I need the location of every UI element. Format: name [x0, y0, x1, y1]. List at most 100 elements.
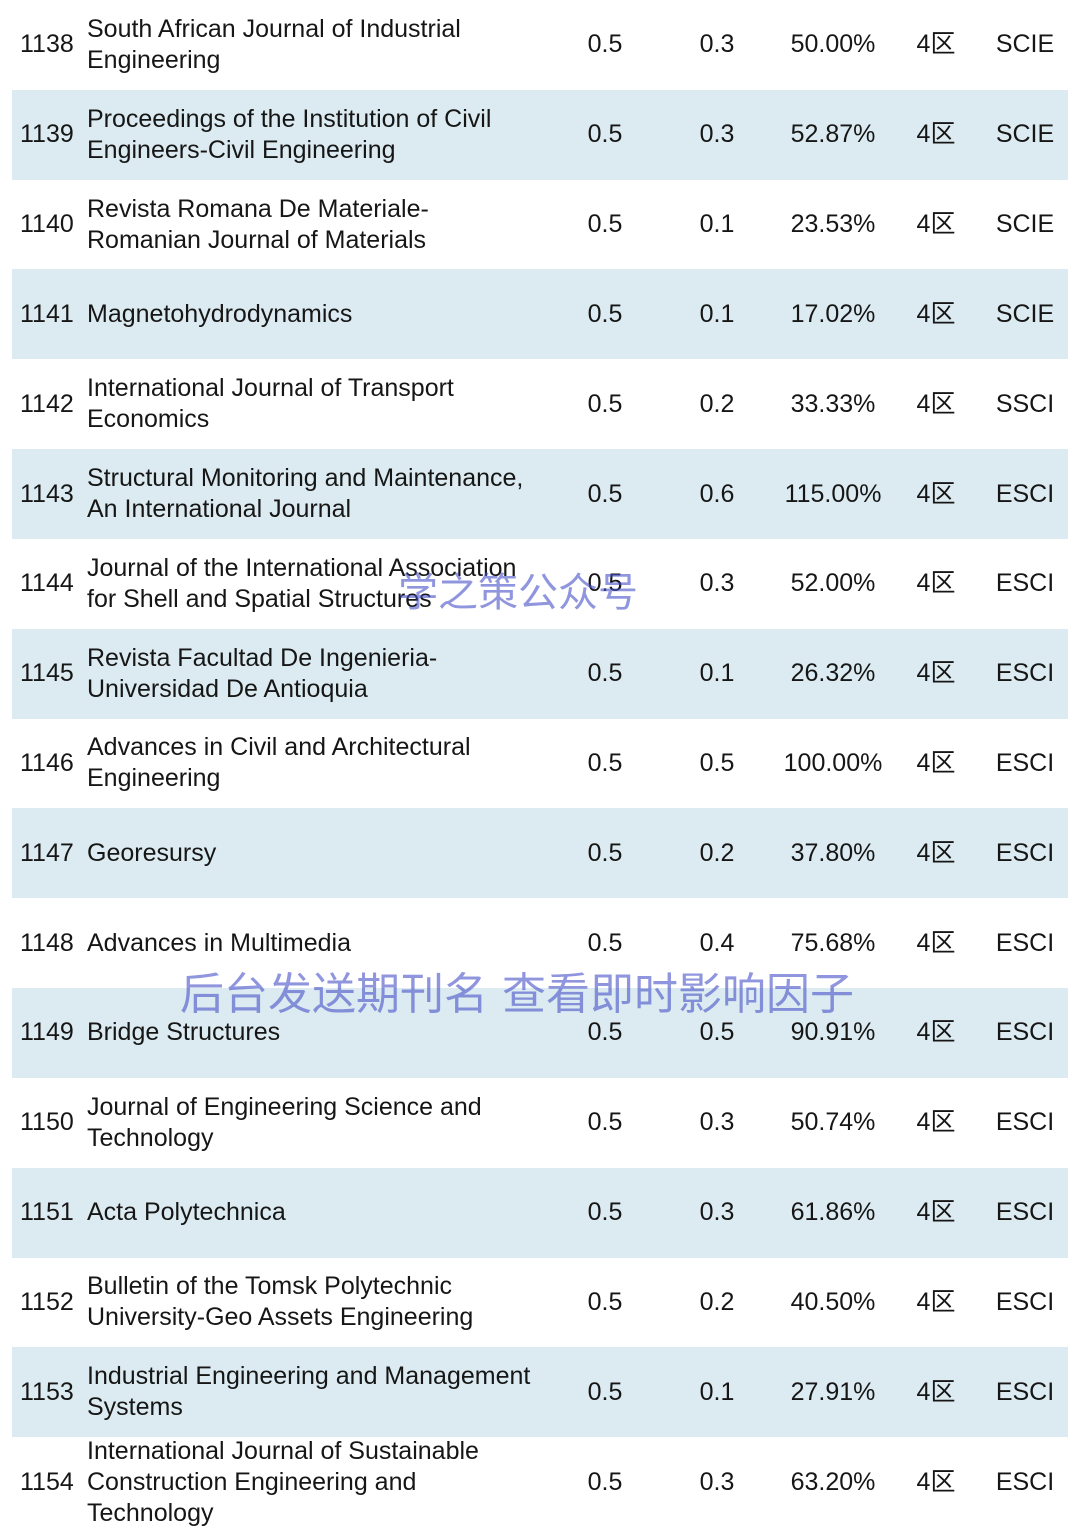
index-cell: SCIE — [995, 120, 1055, 149]
title-line: University-Geo Assets Engineering — [87, 1303, 474, 1332]
table-row: 1151 Acta Polytechnica 0.5 0.3 61.86% 4区 ESCI — [12, 1167, 1068, 1258]
watermark: 学之策公众号 — [398, 570, 638, 616]
title-line: Magnetohydrodynamics — [87, 299, 353, 328]
title-cell: Georesursy — [87, 808, 216, 898]
value-cell: 0.5 — [587, 659, 623, 688]
title-line: Advances in Multimedia — [87, 928, 352, 957]
value-cell: 0.2 — [699, 1287, 735, 1316]
title-line: Proceedings of the Institution of Civil — [87, 104, 492, 133]
index-cell: ESCI — [995, 1198, 1055, 1227]
percent-cell: 40.50% — [790, 1287, 876, 1316]
title-cell: Revista Facultad De Ingenieria- Universid… — [87, 629, 437, 719]
title-line: Romanian Journal of Materials — [87, 225, 427, 254]
rank-cell: 1153 — [20, 1377, 74, 1406]
title-line: Technology — [87, 1498, 214, 1527]
index-cell: ESCI — [995, 748, 1055, 777]
table-row: 1143 Structural Monitoring and Maintenanc… — [12, 449, 1068, 539]
percent-cell: 63.20% — [790, 1467, 876, 1496]
rank-cell: 1140 — [20, 210, 74, 239]
rank-cell: 1151 — [20, 1198, 74, 1227]
percent-cell: 52.00% — [790, 569, 876, 598]
rank-cell: 1149 — [20, 1018, 74, 1047]
title-line: Economics — [87, 405, 210, 434]
rank-cell: 1152 — [20, 1287, 74, 1316]
value-cell: 0.5 — [587, 479, 623, 508]
title-line: Bulletin of the Tomsk Polytechnic — [87, 1272, 453, 1301]
table-row: 1138 South African Journal of Industrial E… — [12, 0, 1068, 90]
title-line: Journal of the International Association — [87, 553, 517, 582]
value-cell: 0.5 — [587, 928, 623, 957]
index-cell: SCIE — [995, 30, 1055, 59]
index-cell: ESCI — [995, 569, 1055, 598]
title-cell: International Journal of Transport Econom… — [87, 359, 454, 449]
watermark: 后台发送期刊名 查看即时影响因子 — [180, 969, 854, 1020]
index-cell: SCIE — [995, 210, 1055, 239]
title-line: Revista Facultad De Ingenieria- — [87, 643, 438, 672]
title-line: Journal of Engineering Science and — [87, 1092, 482, 1121]
value-cell: 0.5 — [587, 1018, 623, 1047]
title-line: International Journal of Sustainable — [87, 1436, 479, 1465]
index-cell: ESCI — [995, 1467, 1055, 1496]
zone-cell: 4区 — [916, 1377, 956, 1406]
table-row: 1141 Magnetohydrodynamics 0.5 0.1 17.02% 4区 SC… — [12, 269, 1068, 360]
value-cell: 0.5 — [587, 838, 623, 867]
rank-cell: 1138 — [20, 30, 74, 59]
zone-cell: 4区 — [916, 479, 956, 508]
index-cell: ESCI — [995, 659, 1055, 688]
percent-cell: 115.00% — [784, 479, 882, 508]
title-line: Acta Polytechnica — [87, 1198, 286, 1227]
title-cell: Proceedings of the Institution of Civil E… — [87, 90, 491, 180]
title-line: An International Journal — [87, 495, 352, 523]
value-cell: 0.5 — [587, 210, 623, 239]
title-cell: Advances in Civil and Architectural Engin… — [87, 719, 471, 809]
percent-cell: 26.32% — [790, 659, 876, 688]
zone-cell: 4区 — [916, 1467, 956, 1496]
title-line: Technology — [87, 1123, 214, 1152]
value-cell: 0.1 — [699, 659, 735, 688]
zone-cell: 4区 — [916, 120, 956, 149]
title-line: Systems — [87, 1393, 183, 1422]
zone-cell: 4区 — [916, 30, 956, 59]
value-cell: 0.2 — [699, 838, 735, 867]
value-cell: 0.1 — [699, 299, 735, 328]
value-cell: 0.5 — [587, 120, 623, 149]
title-cell: South African Journal of Industrial Engin… — [87, 0, 461, 90]
table-row: 1142 International Journal of Transport Ec… — [12, 359, 1068, 449]
zone-cell: 4区 — [916, 299, 956, 328]
title-line: South African Journal of Industrial — [87, 14, 461, 43]
value-cell: 0.3 — [699, 1198, 735, 1227]
zone-cell: 4区 — [916, 838, 956, 867]
rank-cell: 1142 — [20, 389, 74, 418]
rank-cell: 1141 — [20, 299, 74, 328]
index-cell: SSCI — [995, 389, 1055, 418]
percent-cell: 27.91% — [790, 1377, 876, 1406]
percent-cell: 23.53% — [790, 210, 876, 239]
table-row: 1154 International Journal of Sustainable… — [12, 1437, 1068, 1527]
title-line: International Journal of Transport — [87, 374, 454, 403]
table-row: 1145 Revista Facultad De Ingenieria- Unive… — [12, 628, 1068, 719]
index-cell: ESCI — [995, 1108, 1055, 1137]
zone-cell: 4区 — [916, 389, 956, 418]
value-cell: 0.5 — [587, 389, 623, 418]
value-cell: 0.5 — [587, 569, 623, 598]
title-cell: International Journal of Sustainable Cons… — [87, 1437, 479, 1527]
title-cell: Advances in Multimedia — [87, 898, 351, 988]
rank-cell: 1139 — [20, 120, 74, 149]
zone-cell: 4区 — [916, 928, 956, 957]
zone-cell: 4区 — [916, 748, 956, 777]
zone-cell: 4区 — [916, 1018, 956, 1047]
table-row: 1146 Advances in Civil and Architectural E… — [12, 719, 1068, 809]
title-cell: Structural Monitoring and Maintenance, An… — [87, 449, 523, 539]
percent-cell: 50.74% — [790, 1108, 876, 1137]
value-cell: 0.5 — [587, 748, 623, 777]
table-row: 1148 Advances in Multimedia 0.5 0.4 75.68% 4区… — [12, 898, 1068, 988]
value-cell: 0.5 — [587, 1108, 623, 1137]
value-cell: 0.3 — [699, 30, 735, 59]
percent-cell: 75.68% — [790, 928, 876, 957]
table-row: 1144 Journal of the International Associa… — [12, 539, 1068, 629]
title-line: Engineering — [87, 45, 221, 74]
table-row: 1152 Bulletin of the Tomsk Polytechnic Uni… — [12, 1258, 1068, 1348]
title-line: Advances in Civil and Architectural — [87, 733, 471, 762]
title-cell: Revista Romana De Materiale- Romanian Jou… — [87, 180, 429, 270]
value-cell: 0.5 — [587, 1198, 623, 1227]
